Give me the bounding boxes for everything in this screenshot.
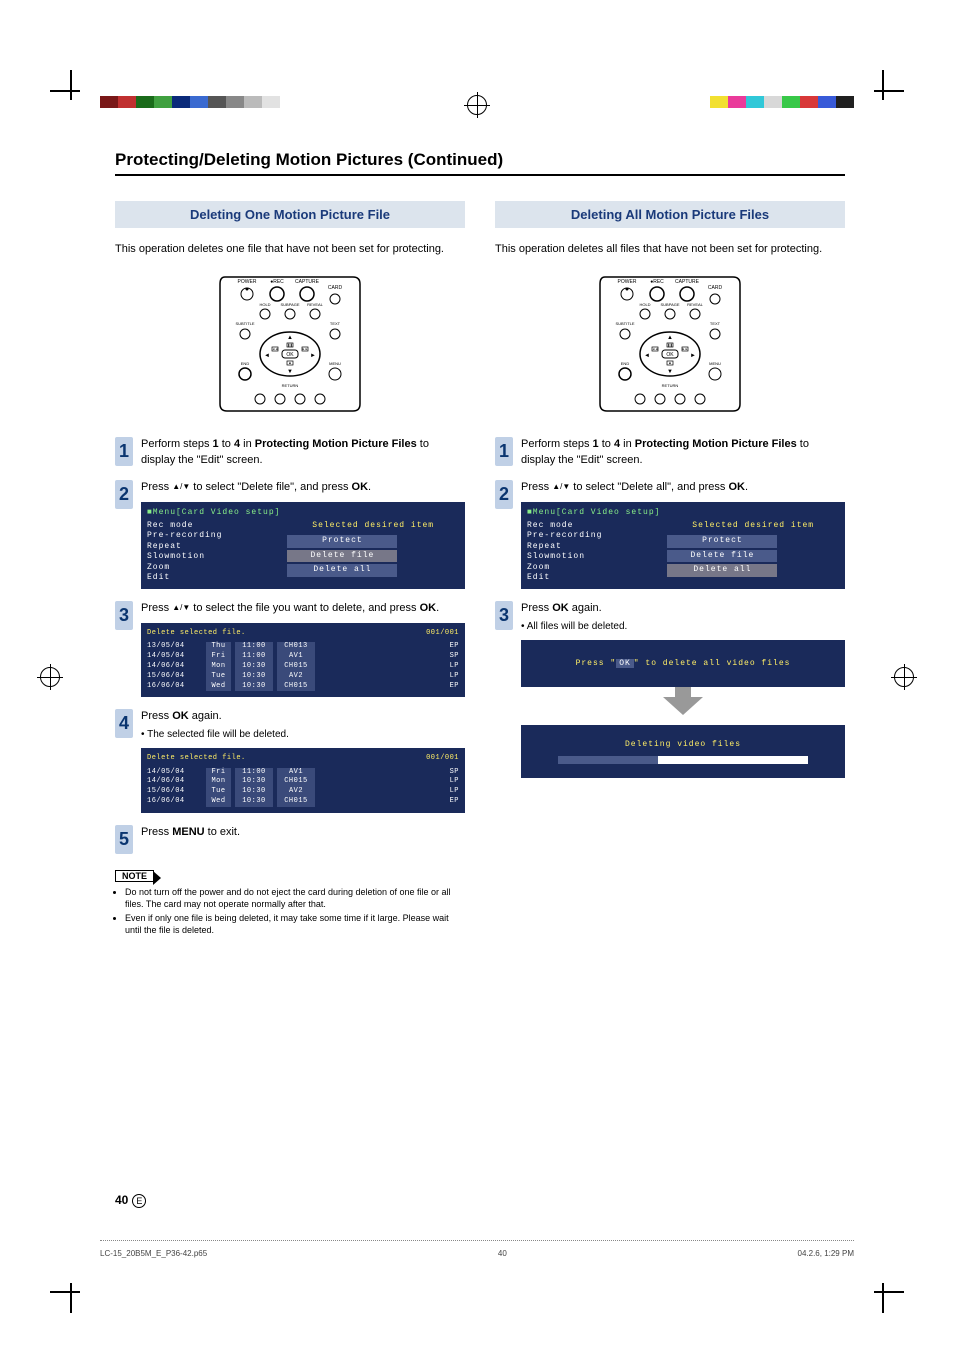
registration-mark xyxy=(894,667,914,687)
step-number: 3 xyxy=(495,601,513,630)
svg-text:❚❚: ❚❚ xyxy=(667,343,672,347)
page-number: 40E xyxy=(115,1193,146,1208)
arrow-down-icon xyxy=(663,697,703,715)
color-calibration-bar xyxy=(710,96,854,108)
svg-text:RETURN: RETURN xyxy=(282,383,299,388)
step-text: Perform steps 1 to 4 in Protecting Motio… xyxy=(521,437,845,468)
svg-text:►: ► xyxy=(690,353,696,359)
note-label: NOTE xyxy=(115,870,154,882)
svg-text:SUBTITLE: SUBTITLE xyxy=(235,321,254,326)
section-header-delete-all: Deleting All Motion Picture Files xyxy=(495,201,845,228)
osd-file-list-screenshot: Delete selected file.001/001 13/05/04Thu… xyxy=(141,623,465,698)
svg-text:SUBPAGE: SUBPAGE xyxy=(280,302,299,307)
step-text: Press MENU to exit. xyxy=(141,825,465,840)
svg-text:CARD: CARD xyxy=(708,285,723,291)
step-2: 2 Press ▲/▼ to select "Delete file", and… xyxy=(115,480,465,589)
svg-text:HOLD: HOLD xyxy=(259,302,270,307)
svg-text:OK: OK xyxy=(666,352,674,358)
svg-text:POWER: POWER xyxy=(238,279,257,285)
svg-text:❚❚: ❚❚ xyxy=(287,343,292,347)
registration-mark xyxy=(467,95,487,115)
remote-control-diagram: POWER ●REC CAPTURE CARD HOLD SUBPAGE REV… xyxy=(205,269,375,419)
osd-progress-screenshot: Deleting video files xyxy=(521,725,845,778)
svg-text:▼: ▼ xyxy=(667,369,673,375)
svg-text:●REC: ●REC xyxy=(270,279,284,285)
step-number: 2 xyxy=(495,480,513,509)
step-text: Press ▲/▼ to select the file you want to… xyxy=(141,601,465,697)
note-list: Do not turn off the power and do not eje… xyxy=(115,886,465,937)
svg-text:OK: OK xyxy=(286,352,294,358)
svg-text:CARD: CARD xyxy=(328,285,343,291)
svg-text:◄: ◄ xyxy=(264,353,270,359)
step-1: 1 Perform steps 1 to 4 in Protecting Mot… xyxy=(495,437,845,468)
osd-menu-screenshot: ■Menu[Card Video setup] Rec modePre-reco… xyxy=(521,502,845,590)
step-number: 5 xyxy=(115,825,133,854)
svg-text:▲: ▲ xyxy=(667,335,673,341)
step-number: 4 xyxy=(115,709,133,738)
step-text: Perform steps 1 to 4 in Protecting Motio… xyxy=(141,437,465,468)
svg-text:▼: ▼ xyxy=(287,369,293,375)
registration-mark xyxy=(40,667,60,687)
svg-text:POWER: POWER xyxy=(618,279,637,285)
svg-text:RETURN: RETURN xyxy=(662,383,679,388)
step-number: 3 xyxy=(115,601,133,630)
step-text: Press ▲/▼ to select "Delete all", and pr… xyxy=(521,480,845,589)
step-2: 2 Press ▲/▼ to select "Delete all", and … xyxy=(495,480,845,589)
svg-text:REVEAL: REVEAL xyxy=(687,302,704,307)
svg-text:■: ■ xyxy=(669,361,671,365)
osd-file-list-screenshot: Delete selected file.001/001 14/05/04Fri… xyxy=(141,748,465,813)
svg-text:MENU: MENU xyxy=(709,361,721,366)
svg-text:HOLD: HOLD xyxy=(639,302,650,307)
step-4: 4 Press OK again. • The selected file wi… xyxy=(115,709,465,812)
section-header-delete-one: Deleting One Motion Picture File xyxy=(115,201,465,228)
color-calibration-bar xyxy=(100,96,280,108)
page-title: Protecting/Deleting Motion Pictures (Con… xyxy=(115,150,845,176)
step-text: Press ▲/▼ to select "Delete file", and p… xyxy=(141,480,465,589)
svg-text:●REC: ●REC xyxy=(650,279,664,285)
remote-control-diagram: POWER ●REC CAPTURE CARD HOLD SUBPAGE REV… xyxy=(585,269,755,419)
svg-text:REVEAL: REVEAL xyxy=(307,302,324,307)
step-number: 1 xyxy=(115,437,133,466)
svg-text:TEXT: TEXT xyxy=(330,321,341,326)
svg-text:MENU: MENU xyxy=(329,361,341,366)
step-5: 5 Press MENU to exit. xyxy=(115,825,465,854)
step-3: 3 Press OK again. • All files will be de… xyxy=(495,601,845,778)
svg-text:END: END xyxy=(241,361,250,366)
svg-text:►►: ►► xyxy=(302,347,308,351)
svg-text:END: END xyxy=(621,361,630,366)
svg-text:►►: ►► xyxy=(682,347,688,351)
step-number: 2 xyxy=(115,480,133,509)
step-number: 1 xyxy=(495,437,513,466)
step-1: 1 Perform steps 1 to 4 in Protecting Mot… xyxy=(115,437,465,468)
svg-text:CAPTURE: CAPTURE xyxy=(675,279,700,285)
svg-text:SUBTITLE: SUBTITLE xyxy=(615,321,634,326)
svg-text:CAPTURE: CAPTURE xyxy=(295,279,320,285)
osd-confirm-screenshot: Press "OK" to delete all video files xyxy=(521,640,845,687)
intro-text: This operation deletes one file that hav… xyxy=(115,242,465,257)
svg-text:◄◄: ◄◄ xyxy=(272,347,278,351)
svg-text:◄: ◄ xyxy=(644,353,650,359)
svg-text:TEXT: TEXT xyxy=(710,321,721,326)
svg-text:■: ■ xyxy=(289,361,291,365)
step-3: 3 Press ▲/▼ to select the file you want … xyxy=(115,601,465,697)
svg-text:SUBPAGE: SUBPAGE xyxy=(660,302,679,307)
step-text: Press OK again. • The selected file will… xyxy=(141,709,465,812)
svg-text:►: ► xyxy=(310,353,316,359)
svg-text:◄◄: ◄◄ xyxy=(652,347,658,351)
step-text: Press OK again. • All files will be dele… xyxy=(521,601,845,778)
svg-text:▲: ▲ xyxy=(287,335,293,341)
osd-menu-screenshot: ■Menu[Card Video setup] Rec modePre-reco… xyxy=(141,502,465,590)
intro-text: This operation deletes all files that ha… xyxy=(495,242,845,257)
print-footer: LC-15_20B5M_E_P36-42.p65 40 04.2.6, 1:29… xyxy=(100,1240,854,1258)
